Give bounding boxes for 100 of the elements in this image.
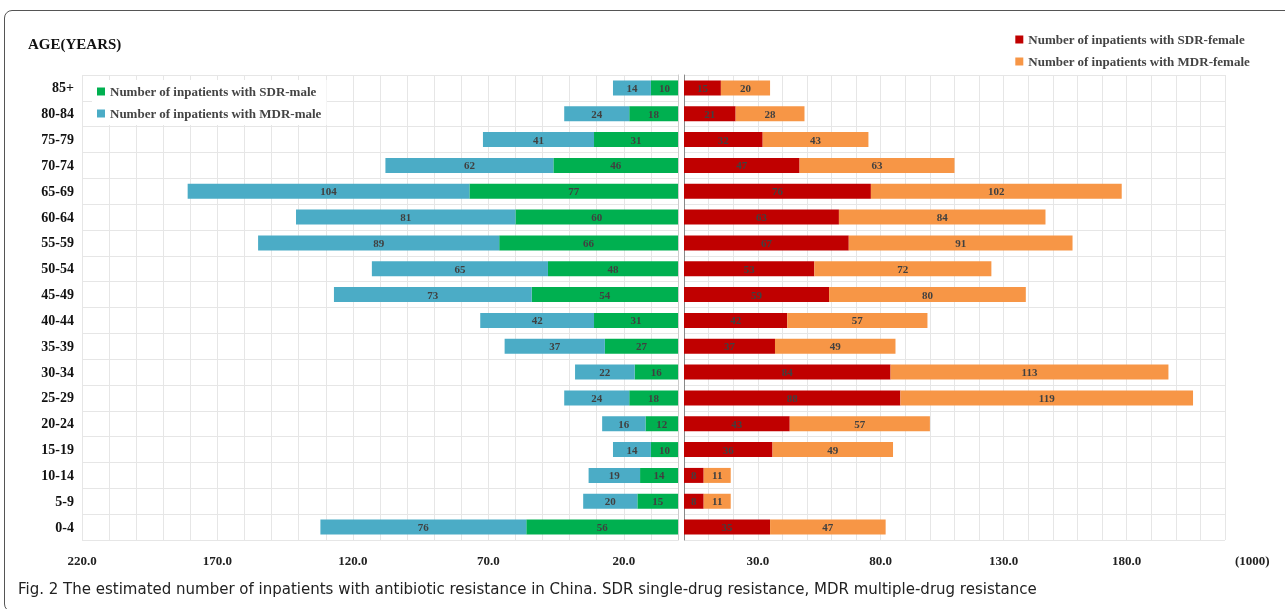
data-label: 49 [829, 340, 842, 353]
bar [814, 261, 992, 277]
bar [594, 312, 678, 328]
y-tick-label: 20-24 [41, 416, 74, 432]
bar [684, 390, 901, 406]
data-label: 56 [596, 521, 609, 534]
y-tick-label: 15-19 [41, 442, 74, 458]
data-label: 80 [921, 288, 934, 301]
data-label: 42 [531, 314, 544, 327]
bar [469, 183, 678, 199]
bar [553, 157, 678, 173]
bar [640, 467, 678, 483]
data-label: 62 [463, 159, 476, 172]
data-label: 12 [656, 417, 668, 430]
bar [531, 287, 678, 303]
bar [900, 390, 1194, 406]
bar [612, 442, 651, 458]
data-label: 19 [608, 469, 621, 482]
bar [594, 132, 678, 148]
bar [564, 106, 630, 122]
x-tick-label: 80.0 [869, 553, 893, 568]
y-tick-label: 80-84 [41, 106, 74, 122]
data-label: 113 [1021, 366, 1038, 379]
bar [333, 287, 532, 303]
data-label: 65 [454, 262, 466, 275]
data-label: 18 [648, 391, 660, 404]
y-tick-label: 55-59 [41, 235, 74, 251]
data-label: 37 [723, 340, 736, 353]
bar [684, 261, 815, 277]
y-tick-label: 75-79 [41, 132, 74, 148]
x-tick-label: 30.0 [746, 553, 770, 568]
data-label: 31 [630, 314, 642, 327]
bar [575, 364, 635, 380]
data-label: 77 [568, 185, 580, 198]
bar [504, 338, 605, 354]
y-tick-label: 25-29 [41, 390, 74, 406]
y-tick-label: 35-39 [41, 338, 74, 354]
data-label: 76 [417, 521, 430, 534]
data-label: 15 [652, 495, 664, 508]
data-label: 54 [599, 288, 611, 301]
data-label: 63 [871, 159, 884, 172]
bar [583, 493, 638, 509]
data-label: 84 [936, 211, 949, 224]
data-label: 89 [373, 236, 385, 249]
data-label: 21 [704, 107, 716, 120]
data-label: 20 [604, 495, 617, 508]
bar [772, 442, 894, 458]
data-label: 14 [653, 469, 666, 482]
y-axis-title: AGE(YEARS) [28, 36, 122, 53]
bar [602, 416, 646, 432]
data-label: 43 [810, 133, 822, 146]
bar [684, 183, 871, 199]
data-label: 16 [618, 417, 630, 430]
data-label: 88 [786, 391, 799, 404]
data-label: 63 [755, 211, 768, 224]
data-label: 104 [320, 185, 338, 198]
bar [515, 209, 678, 225]
bar [789, 416, 930, 432]
legend-label: Number of inpatients with MDR-female [1028, 54, 1250, 69]
y-tick-label: 60-64 [41, 209, 74, 225]
bar [645, 416, 678, 432]
data-label: 57 [851, 314, 864, 327]
data-label: 8 [691, 469, 698, 482]
data-label: 73 [427, 288, 439, 301]
y-tick-label: 10-14 [41, 467, 74, 483]
bar [720, 80, 771, 96]
bar [296, 209, 516, 225]
y-tick-label: 50-54 [41, 261, 74, 277]
data-label: 10 [658, 81, 671, 94]
bar [890, 364, 1169, 380]
data-label: 66 [583, 236, 595, 249]
data-label: 91 [955, 236, 967, 249]
data-label: 47 [736, 159, 748, 172]
data-label: 32 [717, 133, 730, 146]
caption: Fig. 2 The estimated number of inpatients with antibiotic resistance in China. SDR single-drug resistance, MDR multiple-drug resistance [18, 580, 1037, 598]
x-tick-label: 180.0 [1112, 553, 1142, 568]
x-tick-label: 220.0 [67, 553, 97, 568]
data-label: 53 [743, 262, 756, 275]
y-tick-label: 85+ [52, 80, 75, 96]
bar [588, 467, 641, 483]
bar [634, 364, 678, 380]
data-label: 15 [696, 81, 709, 94]
bar [480, 312, 595, 328]
data-label: 16 [650, 366, 663, 379]
data-label: 14 [626, 443, 638, 456]
bar [799, 157, 955, 173]
y-tick-label: 30-34 [41, 364, 74, 380]
data-label: 28 [764, 107, 777, 120]
x-tick-label: 120.0 [338, 553, 368, 568]
data-label: 14 [626, 81, 638, 94]
bar [787, 312, 928, 328]
data-label: 22 [599, 366, 611, 379]
bar [604, 338, 678, 354]
bar [684, 157, 800, 173]
bar [684, 132, 763, 148]
bar [684, 106, 736, 122]
bar [870, 183, 1122, 199]
bar [684, 80, 721, 96]
y-tick-label: 5-9 [55, 493, 74, 509]
data-label: 81 [400, 211, 412, 224]
